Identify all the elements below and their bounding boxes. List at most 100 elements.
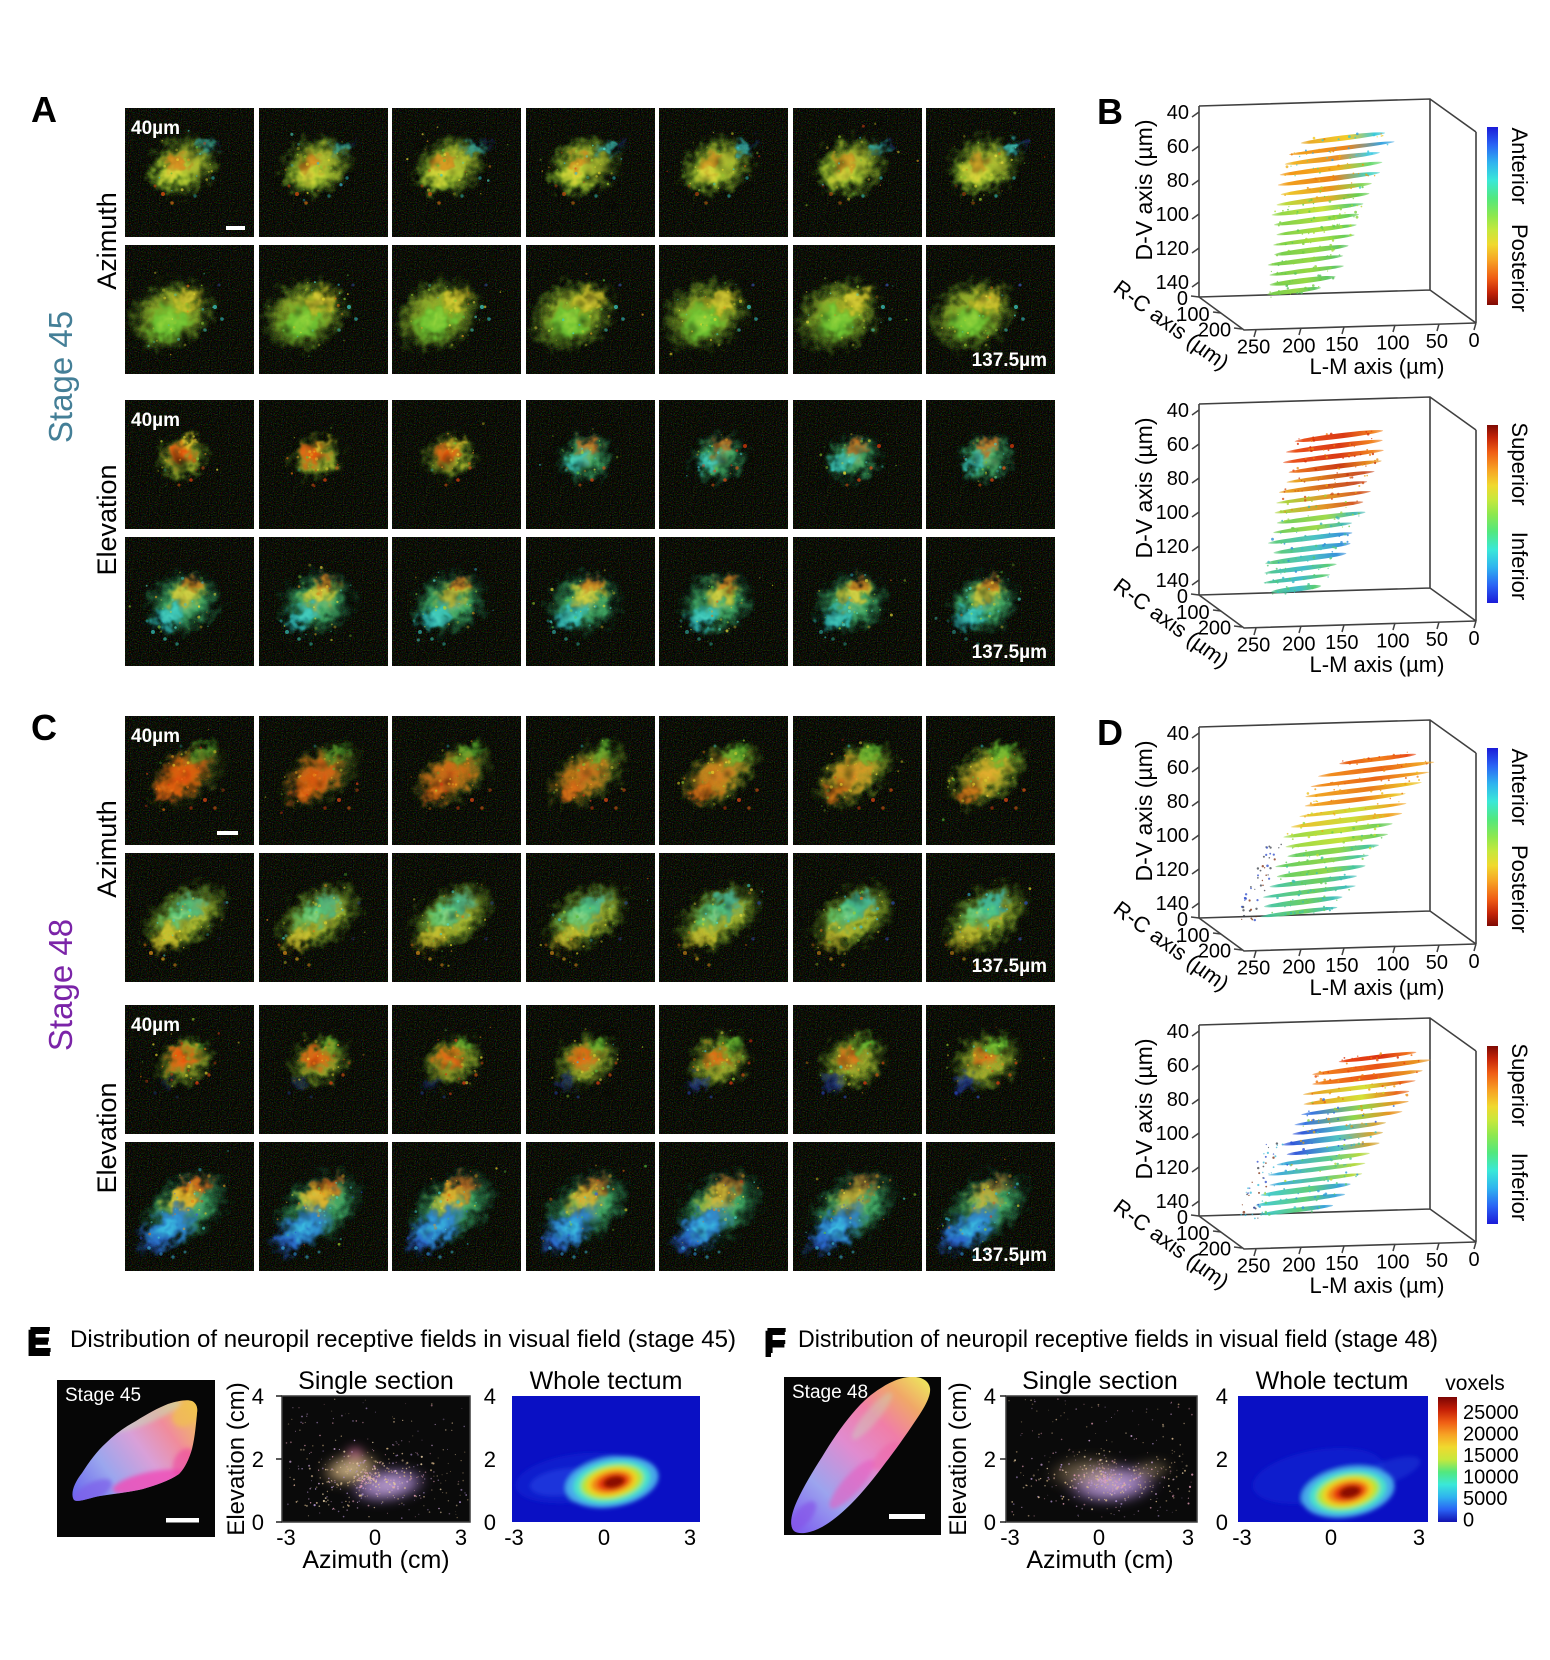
svg-text:Elevation: Elevation (92, 464, 122, 575)
svg-text:Elevation (cm): Elevation (cm) (223, 1382, 250, 1535)
svg-text:150: 150 (1325, 334, 1358, 356)
svg-text:-3: -3 (504, 1525, 524, 1550)
svg-text:200: 200 (1282, 1254, 1315, 1276)
svg-text:137.5µm: 137.5µm (972, 956, 1047, 977)
svg-text:100: 100 (1176, 1223, 1209, 1245)
svg-text:200: 200 (1198, 1239, 1231, 1261)
svg-text:Azimuth: Azimuth (92, 800, 122, 898)
svg-text:40: 40 (1167, 723, 1189, 745)
svg-text:137.5µm: 137.5µm (972, 1245, 1047, 1266)
svg-text:2: 2 (252, 1447, 264, 1472)
svg-text:150: 150 (1325, 632, 1358, 654)
svg-text:0: 0 (1177, 288, 1188, 310)
svg-text:100: 100 (1176, 602, 1209, 624)
svg-text:L-M axis (µm): L-M axis (µm) (1310, 354, 1445, 379)
svg-text:Elevation: Elevation (92, 1082, 122, 1193)
svg-text:Single section: Single section (298, 1367, 454, 1395)
svg-text:0: 0 (1177, 1207, 1188, 1229)
svg-text:250: 250 (1237, 1256, 1270, 1278)
svg-text:120: 120 (1156, 536, 1189, 558)
svg-text:250: 250 (1237, 337, 1270, 359)
svg-text:0: 0 (252, 1510, 264, 1535)
svg-text:50: 50 (1426, 1250, 1448, 1272)
svg-text:40: 40 (1167, 400, 1189, 422)
svg-text:100: 100 (1376, 631, 1409, 653)
svg-text:120: 120 (1156, 238, 1189, 260)
svg-text:D-V axis (µm): D-V axis (µm) (1131, 1038, 1157, 1179)
svg-text:200: 200 (1198, 941, 1231, 963)
svg-text:Azimuth (cm): Azimuth (cm) (302, 1546, 449, 1574)
svg-text:0: 0 (1468, 1249, 1479, 1271)
svg-text:60: 60 (1167, 757, 1189, 779)
svg-text:60: 60 (1167, 136, 1189, 158)
svg-text:0: 0 (1177, 909, 1188, 931)
svg-text:80: 80 (1167, 1089, 1189, 1111)
svg-text:140: 140 (1156, 1191, 1189, 1213)
svg-text:140: 140 (1156, 272, 1189, 294)
svg-text:120: 120 (1156, 1157, 1189, 1179)
svg-text:0: 0 (1468, 951, 1479, 973)
svg-text:Whole tectum: Whole tectum (530, 1367, 683, 1395)
svg-text:A: A (31, 89, 57, 130)
svg-text:100: 100 (1376, 1252, 1409, 1274)
svg-text:150: 150 (1325, 1253, 1358, 1275)
svg-text:100: 100 (1176, 925, 1209, 947)
svg-text:40µm: 40µm (131, 726, 180, 747)
svg-text:0: 0 (598, 1525, 610, 1550)
svg-text:0: 0 (369, 1525, 381, 1550)
svg-text:E: E (28, 1319, 52, 1360)
svg-text:Anterior: Anterior (1507, 748, 1532, 825)
svg-text:E: E (26, 1323, 51, 1365)
svg-text:D: D (1097, 712, 1123, 753)
svg-text:80: 80 (1167, 468, 1189, 490)
svg-text:137.5µm: 137.5µm (972, 350, 1047, 371)
svg-text:L-M axis (µm): L-M axis (µm) (1310, 1273, 1445, 1298)
svg-text:140: 140 (1156, 570, 1189, 592)
svg-text:200: 200 (1282, 633, 1315, 655)
svg-text:40: 40 (1167, 1021, 1189, 1043)
svg-text:D-V axis (µm): D-V axis (µm) (1131, 740, 1157, 881)
svg-text:L-M axis (µm): L-M axis (µm) (1310, 975, 1445, 1000)
svg-text:Stage 45: Stage 45 (65, 1385, 141, 1406)
svg-text:137.5µm: 137.5µm (972, 642, 1047, 663)
svg-text:2: 2 (484, 1447, 496, 1472)
svg-text:Stage 48: Stage 48 (42, 919, 79, 1051)
svg-text:100: 100 (1156, 502, 1189, 524)
svg-text:C: C (31, 707, 57, 748)
svg-text:40µm: 40µm (131, 410, 180, 431)
svg-text:100: 100 (1156, 204, 1189, 226)
svg-text:200: 200 (1282, 335, 1315, 357)
svg-text:250: 250 (1237, 958, 1270, 980)
svg-text:Single section: Single section (1022, 1367, 1178, 1395)
svg-text:100: 100 (1176, 304, 1209, 326)
svg-text:Stage 48: Stage 48 (792, 1382, 868, 1403)
svg-text:40µm: 40µm (131, 1015, 180, 1036)
svg-text:Inferior: Inferior (1507, 1153, 1532, 1221)
svg-text:Inferior: Inferior (1507, 532, 1532, 600)
svg-text:Posterior: Posterior (1507, 845, 1532, 933)
svg-text:40: 40 (1167, 102, 1189, 124)
svg-text:0: 0 (484, 1510, 496, 1535)
svg-text:100: 100 (1376, 954, 1409, 976)
svg-text:Distribution of neuropil recep: Distribution of neuropil receptive field… (70, 1326, 736, 1353)
svg-text:60: 60 (1167, 434, 1189, 456)
svg-text:100: 100 (1156, 1123, 1189, 1145)
svg-text:Superior: Superior (1507, 1043, 1532, 1126)
svg-text:4: 4 (484, 1384, 496, 1409)
svg-text:200: 200 (1198, 320, 1231, 342)
svg-text:100: 100 (1156, 825, 1189, 847)
svg-text:80: 80 (1167, 170, 1189, 192)
svg-text:40µm: 40µm (131, 118, 180, 139)
svg-text:50: 50 (1426, 952, 1448, 974)
svg-text:-3: -3 (276, 1525, 296, 1550)
svg-text:D-V axis (µm): D-V axis (µm) (1131, 119, 1157, 260)
svg-text:3: 3 (455, 1525, 467, 1550)
svg-text:L-M axis (µm): L-M axis (µm) (1310, 652, 1445, 677)
svg-text:Stage 45: Stage 45 (42, 311, 79, 443)
svg-text:3: 3 (684, 1525, 696, 1550)
svg-text:0: 0 (1468, 330, 1479, 352)
svg-text:150: 150 (1325, 955, 1358, 977)
svg-text:50: 50 (1426, 331, 1448, 353)
svg-text:Superior: Superior (1507, 422, 1532, 505)
svg-text:100: 100 (1376, 332, 1409, 354)
